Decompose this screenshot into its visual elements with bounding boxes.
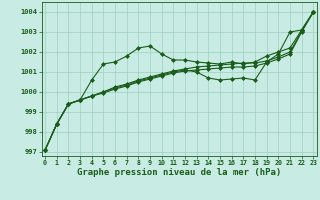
X-axis label: Graphe pression niveau de la mer (hPa): Graphe pression niveau de la mer (hPa) [77,168,281,177]
